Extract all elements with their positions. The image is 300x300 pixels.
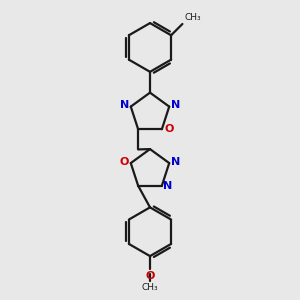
Text: N: N: [171, 100, 180, 110]
Text: N: N: [120, 100, 129, 110]
Text: N: N: [171, 157, 180, 166]
Text: CH₃: CH₃: [142, 284, 158, 292]
Text: O: O: [164, 124, 174, 134]
Text: CH₃: CH₃: [185, 14, 201, 22]
Text: O: O: [145, 271, 155, 281]
Text: O: O: [120, 157, 129, 166]
Text: N: N: [164, 181, 172, 191]
